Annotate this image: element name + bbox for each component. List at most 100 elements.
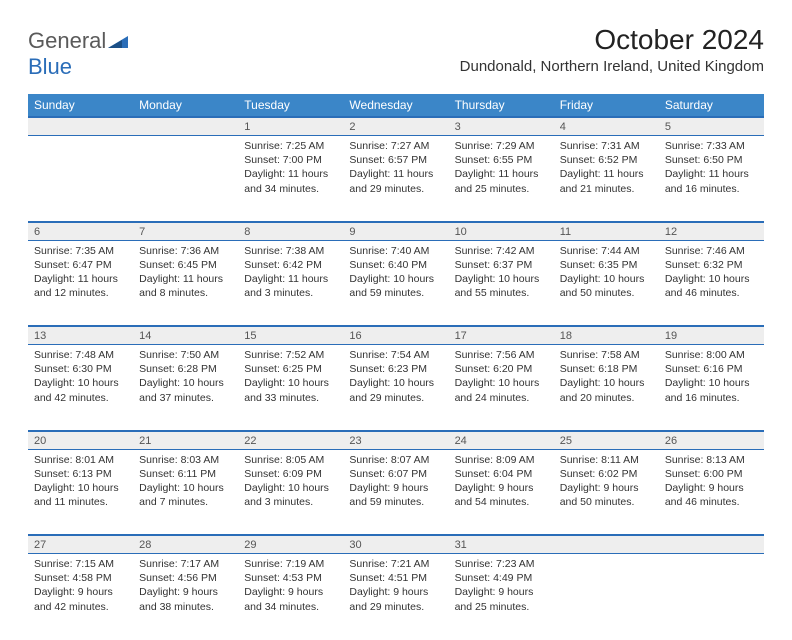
day-number-cell: 13 [28, 326, 133, 345]
day-details: Sunrise: 7:56 AMSunset: 6:20 PMDaylight:… [449, 345, 554, 407]
daybody-row: Sunrise: 7:35 AMSunset: 6:47 PMDaylight:… [28, 240, 764, 326]
day-body-cell: Sunrise: 8:05 AMSunset: 6:09 PMDaylight:… [238, 449, 343, 535]
weekday-header: Thursday [449, 94, 554, 117]
day-number-cell: 16 [343, 326, 448, 345]
day-body-cell: Sunrise: 7:50 AMSunset: 6:28 PMDaylight:… [133, 345, 238, 431]
brand-part2: Blue [28, 54, 72, 79]
day-details: Sunrise: 8:00 AMSunset: 6:16 PMDaylight:… [659, 345, 764, 407]
day-number-cell: 7 [133, 222, 238, 241]
day-body-cell: Sunrise: 8:11 AMSunset: 6:02 PMDaylight:… [554, 449, 659, 535]
day-body-cell: Sunrise: 7:15 AMSunset: 4:58 PMDaylight:… [28, 554, 133, 640]
day-details: Sunrise: 8:09 AMSunset: 6:04 PMDaylight:… [449, 450, 554, 512]
daybody-row: Sunrise: 8:01 AMSunset: 6:13 PMDaylight:… [28, 449, 764, 535]
day-number-cell: 5 [659, 117, 764, 136]
day-body-cell: Sunrise: 7:58 AMSunset: 6:18 PMDaylight:… [554, 345, 659, 431]
day-number-cell: 10 [449, 222, 554, 241]
day-details: Sunrise: 7:23 AMSunset: 4:49 PMDaylight:… [449, 554, 554, 616]
day-number-cell: 14 [133, 326, 238, 345]
day-number-cell: 19 [659, 326, 764, 345]
daynum-row: 2728293031 [28, 535, 764, 554]
day-body-cell: Sunrise: 8:07 AMSunset: 6:07 PMDaylight:… [343, 449, 448, 535]
day-details: Sunrise: 7:40 AMSunset: 6:40 PMDaylight:… [343, 241, 448, 303]
weekday-header: Wednesday [343, 94, 448, 117]
day-body-cell: Sunrise: 7:54 AMSunset: 6:23 PMDaylight:… [343, 345, 448, 431]
day-body-cell: Sunrise: 7:23 AMSunset: 4:49 PMDaylight:… [449, 554, 554, 640]
day-details: Sunrise: 8:11 AMSunset: 6:02 PMDaylight:… [554, 450, 659, 512]
day-details: Sunrise: 7:54 AMSunset: 6:23 PMDaylight:… [343, 345, 448, 407]
day-body-cell: Sunrise: 7:56 AMSunset: 6:20 PMDaylight:… [449, 345, 554, 431]
day-details: Sunrise: 7:29 AMSunset: 6:55 PMDaylight:… [449, 136, 554, 198]
day-details: Sunrise: 7:50 AMSunset: 6:28 PMDaylight:… [133, 345, 238, 407]
day-body-cell: Sunrise: 7:33 AMSunset: 6:50 PMDaylight:… [659, 136, 764, 222]
day-details: Sunrise: 8:05 AMSunset: 6:09 PMDaylight:… [238, 450, 343, 512]
weekday-header: Friday [554, 94, 659, 117]
day-body-cell: Sunrise: 8:03 AMSunset: 6:11 PMDaylight:… [133, 449, 238, 535]
day-details: Sunrise: 7:42 AMSunset: 6:37 PMDaylight:… [449, 241, 554, 303]
day-number-cell: 15 [238, 326, 343, 345]
brand-part1: General [28, 28, 106, 53]
day-details: Sunrise: 7:46 AMSunset: 6:32 PMDaylight:… [659, 241, 764, 303]
day-number-cell: 12 [659, 222, 764, 241]
header: General Blue October 2024 Dundonald, Nor… [28, 24, 764, 80]
day-details: Sunrise: 8:01 AMSunset: 6:13 PMDaylight:… [28, 450, 133, 512]
day-details: Sunrise: 7:44 AMSunset: 6:35 PMDaylight:… [554, 241, 659, 303]
day-details: Sunrise: 7:36 AMSunset: 6:45 PMDaylight:… [133, 241, 238, 303]
daynum-row: 12345 [28, 117, 764, 136]
day-number-cell: 17 [449, 326, 554, 345]
day-details: Sunrise: 7:31 AMSunset: 6:52 PMDaylight:… [554, 136, 659, 198]
day-number-cell: 31 [449, 535, 554, 554]
daynum-row: 13141516171819 [28, 326, 764, 345]
day-number-cell [28, 117, 133, 136]
day-details: Sunrise: 7:38 AMSunset: 6:42 PMDaylight:… [238, 241, 343, 303]
day-body-cell: Sunrise: 7:21 AMSunset: 4:51 PMDaylight:… [343, 554, 448, 640]
day-number-cell: 11 [554, 222, 659, 241]
day-body-cell: Sunrise: 8:00 AMSunset: 6:16 PMDaylight:… [659, 345, 764, 431]
daybody-row: Sunrise: 7:25 AMSunset: 7:00 PMDaylight:… [28, 136, 764, 222]
day-body-cell: Sunrise: 7:46 AMSunset: 6:32 PMDaylight:… [659, 240, 764, 326]
brand-triangle-icon [108, 28, 128, 54]
day-body-cell: Sunrise: 7:35 AMSunset: 6:47 PMDaylight:… [28, 240, 133, 326]
day-body-cell: Sunrise: 7:38 AMSunset: 6:42 PMDaylight:… [238, 240, 343, 326]
day-body-cell: Sunrise: 7:25 AMSunset: 7:00 PMDaylight:… [238, 136, 343, 222]
calendar-page: General Blue October 2024 Dundonald, Nor… [0, 0, 792, 640]
day-body-cell: Sunrise: 8:13 AMSunset: 6:00 PMDaylight:… [659, 449, 764, 535]
day-details: Sunrise: 8:07 AMSunset: 6:07 PMDaylight:… [343, 450, 448, 512]
calendar-body: 12345Sunrise: 7:25 AMSunset: 7:00 PMDayl… [28, 117, 764, 640]
weekday-header: Sunday [28, 94, 133, 117]
day-number-cell [554, 535, 659, 554]
calendar-table: SundayMondayTuesdayWednesdayThursdayFrid… [28, 94, 764, 640]
daynum-row: 6789101112 [28, 222, 764, 241]
daybody-row: Sunrise: 7:15 AMSunset: 4:58 PMDaylight:… [28, 554, 764, 640]
day-number-cell: 6 [28, 222, 133, 241]
day-body-cell: Sunrise: 8:09 AMSunset: 6:04 PMDaylight:… [449, 449, 554, 535]
title-block: October 2024 Dundonald, Northern Ireland… [460, 24, 764, 75]
day-number-cell: 20 [28, 431, 133, 450]
day-body-cell [28, 136, 133, 222]
day-details: Sunrise: 7:17 AMSunset: 4:56 PMDaylight:… [133, 554, 238, 616]
day-details: Sunrise: 8:13 AMSunset: 6:00 PMDaylight:… [659, 450, 764, 512]
day-number-cell: 9 [343, 222, 448, 241]
day-number-cell: 18 [554, 326, 659, 345]
day-number-cell: 21 [133, 431, 238, 450]
day-number-cell: 25 [554, 431, 659, 450]
day-number-cell: 28 [133, 535, 238, 554]
day-body-cell: Sunrise: 7:40 AMSunset: 6:40 PMDaylight:… [343, 240, 448, 326]
day-body-cell: Sunrise: 7:27 AMSunset: 6:57 PMDaylight:… [343, 136, 448, 222]
day-body-cell: Sunrise: 7:42 AMSunset: 6:37 PMDaylight:… [449, 240, 554, 326]
day-body-cell: Sunrise: 7:44 AMSunset: 6:35 PMDaylight:… [554, 240, 659, 326]
location: Dundonald, Northern Ireland, United King… [460, 58, 764, 75]
day-details: Sunrise: 7:27 AMSunset: 6:57 PMDaylight:… [343, 136, 448, 198]
brand-logo: General Blue [28, 24, 128, 80]
day-number-cell: 22 [238, 431, 343, 450]
daybody-row: Sunrise: 7:48 AMSunset: 6:30 PMDaylight:… [28, 345, 764, 431]
day-details: Sunrise: 7:15 AMSunset: 4:58 PMDaylight:… [28, 554, 133, 616]
day-number-cell: 4 [554, 117, 659, 136]
day-body-cell: Sunrise: 7:52 AMSunset: 6:25 PMDaylight:… [238, 345, 343, 431]
day-body-cell [133, 136, 238, 222]
day-body-cell: Sunrise: 7:31 AMSunset: 6:52 PMDaylight:… [554, 136, 659, 222]
weekday-header-row: SundayMondayTuesdayWednesdayThursdayFrid… [28, 94, 764, 117]
day-body-cell [554, 554, 659, 640]
day-body-cell: Sunrise: 7:19 AMSunset: 4:53 PMDaylight:… [238, 554, 343, 640]
day-body-cell: Sunrise: 7:29 AMSunset: 6:55 PMDaylight:… [449, 136, 554, 222]
day-number-cell: 23 [343, 431, 448, 450]
